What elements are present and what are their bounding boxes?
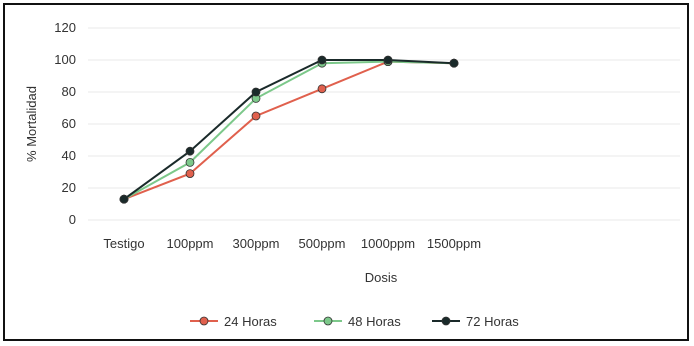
legend-label: 72 Horas [466,314,519,329]
series-3 [119,55,459,204]
y-tick-label: 40 [62,148,76,163]
x-tick-label: 1500ppm [427,236,481,251]
series-group [119,55,459,204]
legend: 24 Horas 48 Horas 72 Horas [190,314,519,329]
x-tick-label: 500ppm [299,236,346,251]
legend-label: 48 Horas [348,314,401,329]
data-point [449,58,459,68]
data-point [119,194,129,204]
grid-lines [88,27,680,221]
series-line [123,60,455,201]
series-line [123,59,455,201]
y-tick-label: 60 [62,116,76,131]
legend-item: 24 Horas [190,314,277,329]
y-tick-label: 80 [62,84,76,99]
series-1 [119,57,459,204]
legend-label: 24 Horas [224,314,277,329]
y-tick-label: 120 [54,20,76,35]
data-point [317,84,327,94]
y-tick-label: 0 [69,212,76,227]
data-point [251,111,261,121]
x-tick-label: Testigo [103,236,144,251]
data-point [383,55,393,65]
legend-item: 48 Horas [314,314,401,329]
series-line [123,60,455,201]
x-tick-label: 300ppm [233,236,280,251]
data-point [185,146,195,156]
data-point [251,87,261,97]
legend-item: 72 Horas [432,314,519,329]
data-point [185,169,195,179]
y-tick-label: 100 [54,52,76,67]
x-tick-label: 1000ppm [361,236,415,251]
x-tick-label: 100ppm [167,236,214,251]
y-axis-label: % Mortalidad [24,86,39,162]
data-point [317,55,327,65]
legend-marker [323,316,333,326]
data-point [185,157,195,167]
y-axis-ticks: 0 20 40 60 80 100 120 [54,20,76,227]
legend-marker [199,316,209,326]
x-axis-ticks: Testigo 100ppm 300ppm 500ppm 1000ppm 1500ppm [103,236,481,251]
legend-marker [441,316,451,326]
y-tick-label: 20 [62,180,76,195]
x-axis-label: Dosis [365,270,398,285]
